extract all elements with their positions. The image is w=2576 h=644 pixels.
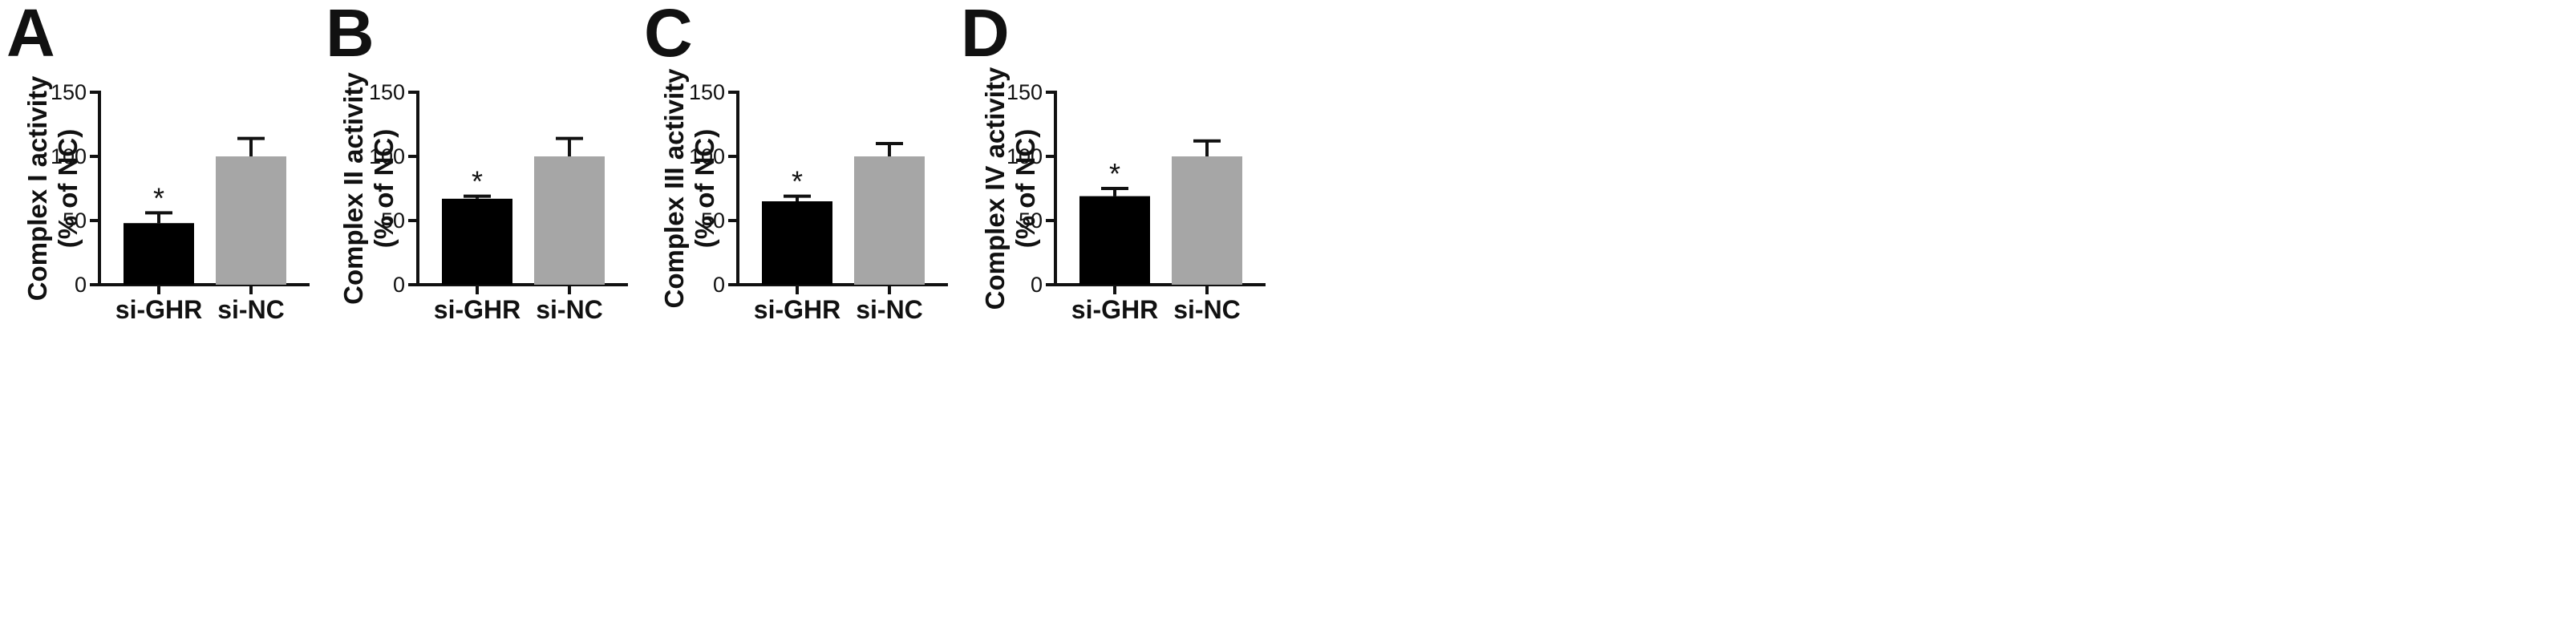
y-axis-title: Complex IV activity [980,67,1010,310]
y-tick-label: 100 [689,144,725,168]
category-label: si-GHR [1071,295,1158,324]
panel-a: A Complex I activity (% of NC) 0 50 100 150 * si… [6,0,310,324]
y-axis-unit: (% of NC) [1011,129,1040,248]
y-tick-label: 0 [75,273,87,297]
panel-letter: B [326,0,375,71]
bar-si-ghr [1079,196,1150,285]
category-label: si-NC [217,295,285,324]
significance-mark: * [472,165,483,198]
y-tick-label: 150 [369,80,405,104]
y-axis-unit: (% of NC) [690,129,719,248]
y-axis-title: Complex III activity [659,68,689,309]
significance-mark: * [153,181,164,214]
category-label: si-NC [1173,295,1241,324]
category-label: si-NC [536,295,603,324]
y-tick-label: 150 [689,80,725,104]
y-tick-label: 50 [381,209,405,233]
category-label: si-GHR [754,295,840,324]
bar-si-nc [1172,156,1242,285]
y-axis-unit: (% of NC) [53,129,83,248]
bar-si-nc [216,156,286,285]
y-tick-label: 0 [393,273,405,297]
bar-si-ghr [442,198,512,285]
significance-mark: * [792,165,803,198]
y-tick-label: 150 [1007,80,1043,104]
bar-si-nc [854,156,925,285]
y-axis-title: Complex II activity [338,71,368,304]
y-tick-label: 50 [1019,209,1043,233]
y-axis-unit: (% of NC) [369,129,399,248]
bar-si-ghr [124,223,194,285]
y-tick-label: 0 [713,273,725,297]
category-label: si-GHR [115,295,202,324]
panel-letter: C [644,0,693,71]
bar-si-nc [534,156,605,285]
panel-letter: A [6,0,55,71]
y-tick-label: 100 [1007,144,1043,168]
y-tick-label: 100 [51,144,87,168]
significance-mark: * [1109,157,1120,190]
y-tick-label: 150 [51,80,87,104]
panel-letter: D [961,0,1010,71]
bar-si-ghr [762,201,832,285]
category-label: si-NC [856,295,923,324]
y-tick-label: 0 [1031,273,1043,297]
y-tick-label: 100 [369,144,405,168]
category-label: si-GHR [434,295,520,324]
y-axis-title: Complex I activity [22,75,52,301]
y-tick-label: 50 [701,209,725,233]
y-tick-label: 50 [63,209,87,233]
